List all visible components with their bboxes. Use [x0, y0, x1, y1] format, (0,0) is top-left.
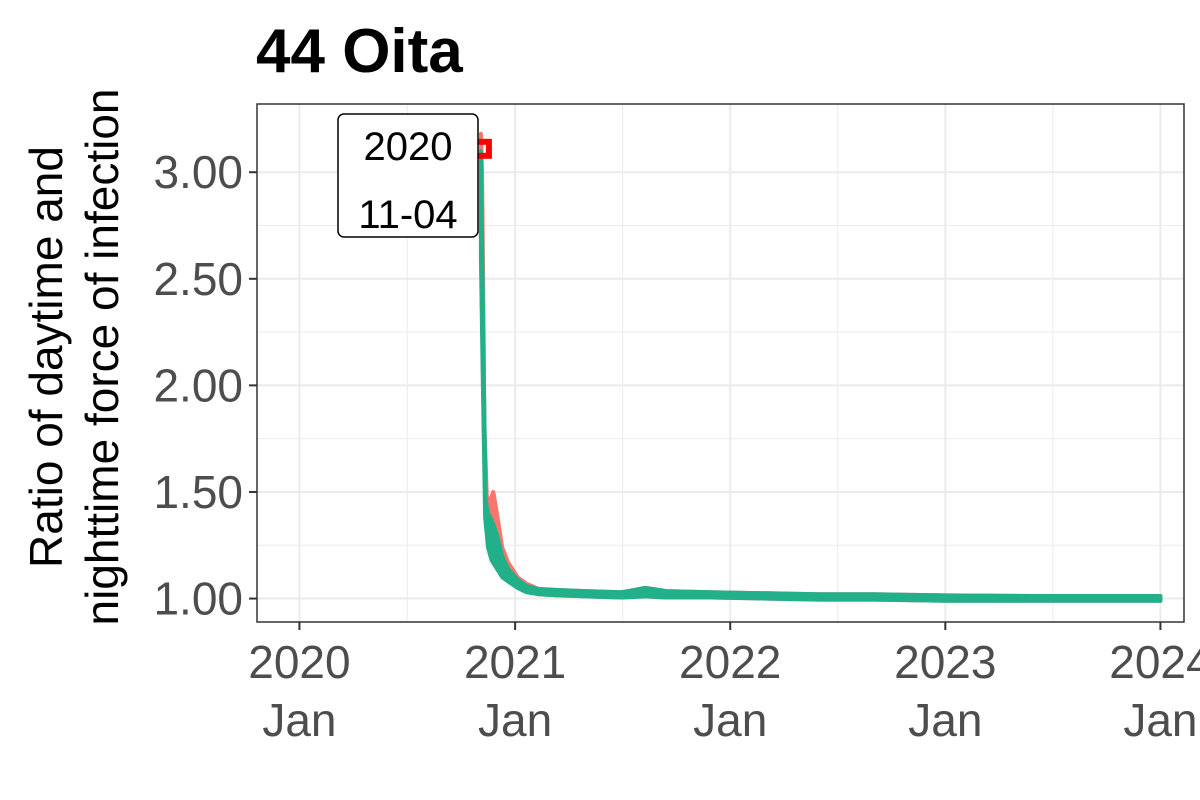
x-tick-label-month-1: Jan: [478, 694, 552, 746]
peak-annotation-year: 2020: [364, 125, 453, 169]
y-tick-label-0: 1.00: [153, 573, 243, 625]
x-tick-label-year-4: 2024: [1109, 636, 1200, 688]
x-tick-label-year-2: 2022: [679, 636, 781, 688]
series-bands: [478, 131, 1163, 603]
y-axis-title: Ratio of daytime and nighttime force of …: [20, 89, 128, 626]
chart-title: 44 Oita: [256, 17, 463, 86]
plot-panel-border: [256, 103, 1185, 623]
x-tick-label-month-3: Jan: [908, 694, 982, 746]
x-axis: 2020 Jan 2021 Jan 2022 Jan 2023 Jan 2024 Jan: [248, 622, 1200, 746]
x-tick-label-month-0: Jan: [262, 694, 336, 746]
y-axis-title-line-2: nighttime force of infection: [76, 89, 128, 626]
y-axis-title-line-1: Ratio of daytime and: [20, 146, 72, 568]
peak-annotation-date: 11-04: [358, 193, 457, 237]
x-tick-label-year-1: 2021: [464, 636, 566, 688]
y-tick-label-4: 3.00: [153, 146, 243, 198]
y-tick-label-1: 1.50: [153, 466, 243, 518]
y-tick-label-3: 2.50: [153, 253, 243, 305]
y-tick-label-2: 2.00: [153, 359, 243, 411]
peak-annotation: 2020 11-04: [337, 113, 479, 238]
x-tick-label-month-4: Jan: [1123, 694, 1197, 746]
x-tick-label-year-0: 2020: [248, 636, 350, 688]
series-band-1: [478, 148, 1163, 603]
x-tick-label-year-3: 2023: [894, 636, 996, 688]
y-axis: 1.00 1.50 2.00 2.50 3.00: [153, 146, 257, 625]
grid: [257, 104, 1184, 622]
peak-annotation-box: [337, 113, 479, 238]
x-tick-label-month-2: Jan: [693, 694, 767, 746]
